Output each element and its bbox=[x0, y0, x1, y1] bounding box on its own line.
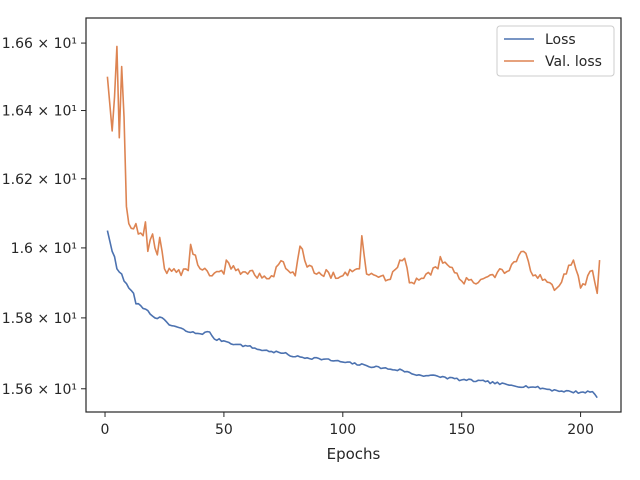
x-tick-label: 100 bbox=[329, 422, 356, 438]
y-tick-label: 1.64 × 10¹ bbox=[2, 104, 77, 120]
legend-label-val-loss: Val. loss bbox=[545, 54, 602, 70]
plot-background bbox=[86, 18, 621, 412]
series-layer bbox=[106, 45, 601, 399]
x-tick-label: 200 bbox=[567, 422, 594, 438]
y-tick-label: 1.62 × 10¹ bbox=[2, 172, 77, 188]
x-axis-title: Epochs bbox=[327, 445, 381, 463]
legend: Loss Val. loss bbox=[496, 25, 615, 77]
x-axis-ticks: 0 50 100 150 200 bbox=[101, 412, 594, 438]
series-line-val-loss bbox=[106, 45, 601, 295]
x-tick-label: 50 bbox=[215, 422, 233, 438]
x-tick-label: 150 bbox=[448, 422, 475, 438]
y-tick-label: 1.66 × 10¹ bbox=[2, 36, 77, 52]
legend-label-loss: Loss bbox=[545, 32, 576, 48]
plot-frame bbox=[85, 17, 622, 413]
y-axis-ticks: 1.56 × 10¹ 1.58 × 10¹ 1.6 × 10¹ 1.62 × 10¹ 1… bbox=[2, 36, 86, 398]
y-tick-label: 1.6 × 10¹ bbox=[11, 241, 77, 257]
x-tick-label: 0 bbox=[101, 422, 110, 438]
series-line-loss bbox=[106, 230, 598, 399]
y-tick-label: 1.58 × 10¹ bbox=[2, 311, 77, 327]
y-tick-label: 1.56 × 10¹ bbox=[2, 382, 77, 398]
